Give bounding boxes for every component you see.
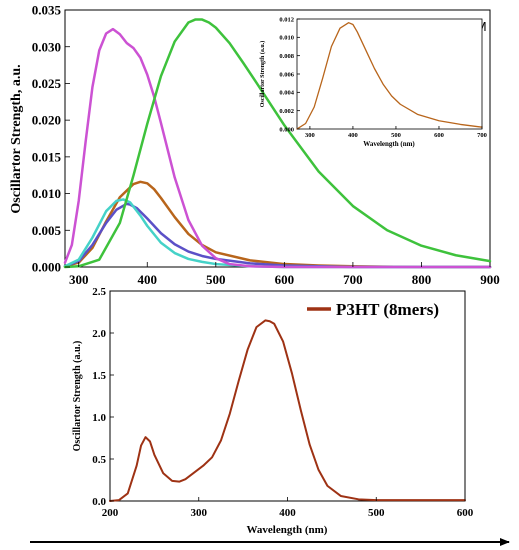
- inset-y-tick-label: 0.012: [279, 16, 294, 23]
- top-y-tick-label: 0.025: [32, 76, 62, 91]
- bottom-series-line-p3ht-8mers: [109, 319, 466, 502]
- bottom-y-tick-label: 2.0: [92, 328, 106, 340]
- top-y-tick-label: 0.010: [32, 186, 61, 201]
- top-series-line-fd7: [63, 18, 492, 269]
- bottom-panel: 200 300 400 500 600 0.0 0.5 1.0 1.5 2.0 2.5 Wavele…: [72, 286, 474, 536]
- inset-x-axis-title: Wavelength (nm): [363, 140, 415, 148]
- bottom-x-axis-title: Wavelength (nm): [247, 524, 328, 536]
- bottom-y-axis-title: Oscillartor Strength (a.u.): [72, 341, 83, 452]
- inset-x-tick-label: 500: [391, 132, 401, 139]
- inset-y-tick-label: 0.000: [279, 126, 294, 133]
- inset-series-line-series: [296, 22, 483, 130]
- inset-x-tick-label: 700: [477, 132, 487, 139]
- inset-y-tick-label: 0.010: [279, 35, 294, 42]
- bottom-y-tick-label: 2.5: [92, 286, 106, 298]
- top-x-tick-label: 500: [206, 272, 226, 287]
- top-x-tick-label: 400: [138, 272, 158, 287]
- top-series-line-fd4: [63, 27, 492, 269]
- bottom-x-tick-label: 500: [368, 507, 385, 519]
- inset-y-tick-label: 0.008: [279, 53, 294, 60]
- inset-y-tick-label: 0.004: [279, 90, 294, 97]
- top-x-tick-label: 600: [275, 272, 295, 287]
- bottom-legend-label: P3HT (8mers): [336, 300, 439, 319]
- bottom-x-tick-label: 200: [102, 507, 119, 519]
- bottom-x-tick-label: 300: [191, 507, 208, 519]
- bottom-y-tick-label: 0.5: [92, 454, 106, 466]
- top-y-axis-title: Oscillartor Strength, a.u.: [9, 64, 24, 213]
- bottom-x-tick-label: 400: [279, 507, 296, 519]
- inset-y-tick-label: 0.002: [279, 108, 294, 115]
- bottom-y-tick-label: 1.5: [92, 370, 106, 382]
- bottom-legend: P3HT (8mers): [307, 300, 439, 319]
- inset-y-tick-label: 0.006: [279, 71, 294, 78]
- top-x-tick-label: 700: [343, 272, 363, 287]
- top-y-tick-label: 0.015: [32, 149, 62, 164]
- top-y-tick-label: 0.000: [32, 260, 61, 275]
- bottom-y-tick-label: 1.0: [92, 412, 106, 424]
- inset-x-tick-label: 400: [348, 132, 358, 139]
- top-x-tick-label: 900: [480, 272, 500, 287]
- top-y-tick-label: 0.035: [32, 3, 62, 18]
- bottom-plot-frame: [109, 290, 466, 502]
- top-x-tick-label: 300: [69, 272, 89, 287]
- top-x-tick-label: 800: [412, 272, 432, 287]
- bottom-y-tick-label: 0.0: [92, 496, 106, 508]
- inset-x-tick-label: 300: [305, 132, 315, 139]
- top-series-line-fd1: [63, 202, 492, 269]
- bottom-x-tick-label: 600: [457, 507, 474, 519]
- top-y-tick-label: 0.030: [32, 39, 61, 54]
- top-series-line-fd2: [63, 198, 492, 269]
- inset-y-axis-title: Oscillartor Strength (a.u.): [259, 41, 266, 107]
- top-y-tick-label: 0.020: [32, 113, 61, 128]
- inset-x-tick-label: 600: [434, 132, 444, 139]
- top-y-tick-label: 0.005: [32, 223, 62, 238]
- inset-plot-frame: [296, 18, 483, 130]
- inset-panel: 300 400 500 600 700 0.000 0.002 0.004 0.006 0.008…: [259, 16, 487, 148]
